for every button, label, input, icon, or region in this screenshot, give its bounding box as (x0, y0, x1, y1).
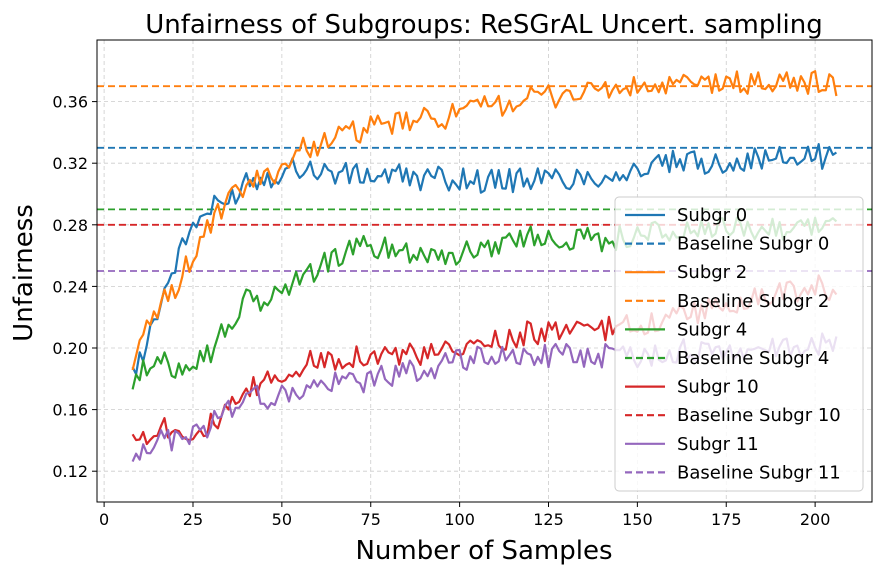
x-tick-label: 0 (99, 510, 109, 529)
legend-label: Subgr 10 (677, 377, 759, 398)
x-tick-label: 25 (183, 510, 203, 529)
x-tick-label: 125 (533, 510, 564, 529)
x-axis-label: Number of Samples (355, 536, 612, 566)
y-tick-label: 0.28 (52, 216, 88, 235)
y-tick-label: 0.24 (52, 277, 88, 296)
baseline-lines (97, 85, 872, 272)
legend-label: Subgr 11 (677, 434, 759, 455)
series-line (131, 70, 838, 371)
legend-box (614, 196, 864, 492)
series-line (131, 143, 838, 376)
y-tick-label: 0.16 (52, 401, 88, 420)
legend-label: Subgr 2 (677, 262, 747, 283)
legend-label: Baseline Subgr 4 (677, 348, 829, 369)
y-tick-label: 0.32 (52, 154, 88, 173)
x-tick-label: 150 (622, 510, 653, 529)
y-tick-label: 0.36 (52, 93, 88, 112)
y-tick-label: 0.20 (52, 339, 88, 358)
legend-label: Baseline Subgr 11 (677, 462, 841, 483)
legend: Subgr 0 Baseline Subgr 0 Subgr 2 Baseline S… (614, 196, 864, 492)
x-tick-label: 100 (444, 510, 475, 529)
x-tick-label: 75 (361, 510, 381, 529)
plot-frame (96, 39, 873, 503)
legend-label: Baseline Subgr 10 (677, 405, 841, 426)
axis-ticks: 0 25 50 75 100 125 150 175 200 0.12 0.16 0.20 0.24 0.… (52, 93, 830, 529)
legend-label: Subgr 4 (677, 319, 747, 340)
chart-title: Unfairness of Subgroups: ReSGrAL Uncert.… (145, 10, 823, 40)
x-tick-label: 200 (800, 510, 831, 529)
x-tick-label: 175 (711, 510, 742, 529)
legend-label: Baseline Subgr 2 (677, 291, 829, 312)
legend-label: Baseline Subgr 0 (677, 234, 829, 255)
y-tick-label: 0.12 (52, 462, 88, 481)
y-axis-label: Unfairness (9, 204, 39, 342)
legend-label: Subgr 0 (677, 205, 747, 226)
x-tick-label: 50 (272, 510, 292, 529)
